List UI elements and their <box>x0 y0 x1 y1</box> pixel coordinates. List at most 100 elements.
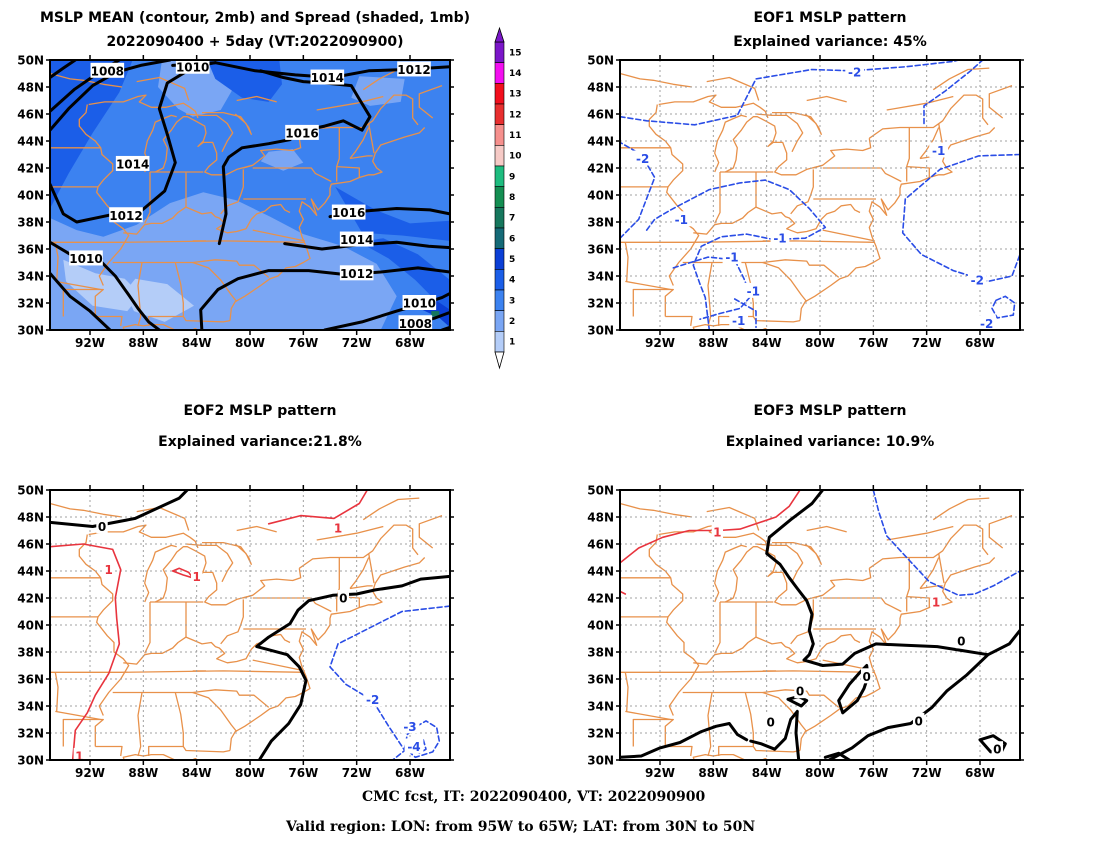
state-boundary-line <box>813 594 823 599</box>
colorbar-label: 14 <box>509 69 522 79</box>
state-boundary-line <box>316 525 384 541</box>
longitude-label: 84W <box>182 766 212 780</box>
contour-label-bg <box>109 207 143 223</box>
state-boundary-line <box>665 315 693 326</box>
latitude-label: 30N <box>587 754 614 768</box>
contour-label: 1012 <box>340 267 373 281</box>
contour-label: 1008 <box>399 317 432 331</box>
mslp-isobar <box>50 60 172 132</box>
contour-label: -1 <box>725 251 738 265</box>
latitude-label: 48N <box>17 511 44 525</box>
contour-label-bg <box>860 668 873 684</box>
longitude-label: 84W <box>752 766 782 780</box>
contour-label: -2 <box>971 274 984 288</box>
latitude-label: 46N <box>17 538 44 552</box>
colorbar-label: 10 <box>509 152 522 162</box>
state-boundary-line <box>50 670 305 673</box>
state-boundary-line <box>95 315 123 326</box>
latitude-label: 50N <box>17 484 44 498</box>
longitude-label: 84W <box>752 336 782 350</box>
contour-label: 0 <box>766 716 774 730</box>
contour-label: 0 <box>339 592 347 606</box>
state-boundary-line <box>665 745 693 757</box>
contour-label-bg <box>332 519 344 535</box>
contour-label: -1 <box>773 232 786 246</box>
colorbar-label: 1 <box>509 338 515 348</box>
eof-contour-line <box>267 490 369 525</box>
latitude-label: 32N <box>587 297 614 311</box>
latitude-label: 34N <box>17 700 44 714</box>
contour-label: 1014 <box>116 157 149 171</box>
latitude-label: 36N <box>587 243 614 257</box>
contour-label-bg <box>977 315 997 330</box>
colorbar-top-arrow <box>494 26 505 43</box>
contour-label: 1 <box>334 521 342 535</box>
state-boundary-line <box>714 114 747 173</box>
colorbar-label: 4 <box>509 276 515 286</box>
state-boundary-line <box>50 502 123 518</box>
state-boundary-line <box>50 323 199 330</box>
state-boundary-line <box>192 261 238 303</box>
longitude-label: 80W <box>805 336 835 350</box>
latitude-label: 30N <box>17 324 44 338</box>
state-boundary-line <box>362 497 420 521</box>
state-boundary-line <box>136 506 190 531</box>
latitude-label: 44N <box>17 565 44 579</box>
state-boundary-line <box>988 84 1013 119</box>
state-boundary-line <box>707 262 713 327</box>
eof-contour-line <box>872 490 1020 597</box>
state-boundary-line <box>707 692 713 757</box>
state-boundary-line <box>112 259 270 278</box>
latitude-label: 36N <box>17 673 44 687</box>
state-boundary-line <box>252 597 332 613</box>
state-boundary-line <box>236 525 277 533</box>
state-boundary-line <box>192 691 238 733</box>
state-boundary-line <box>418 84 443 119</box>
contour-label-bg <box>190 568 203 584</box>
state-boundary-line <box>349 585 373 590</box>
colorbar-swatch <box>494 207 505 229</box>
state-boundary-line <box>625 280 671 291</box>
mslp-isobar <box>199 266 450 330</box>
latitude-label: 46N <box>17 108 44 122</box>
eof1-contour-labels: -2 -2 -1 -1 -1 -1 -1 -1 -2 -2 <box>633 64 997 330</box>
state-boundary-line <box>772 111 822 135</box>
eof-contour-line <box>991 295 1016 319</box>
colorbar-label: 2 <box>509 317 515 327</box>
colorbar-bottom-arrow <box>494 351 505 370</box>
state-boundary-line <box>752 316 801 323</box>
latitude-label: 36N <box>17 243 44 257</box>
eof-contour-line <box>50 543 122 760</box>
state-boundary-line <box>229 127 426 321</box>
state-boundary-line <box>725 116 872 176</box>
eof3-variance-label: Explained variance: 10.9% <box>725 434 935 450</box>
contour-label: 1016 <box>332 206 365 220</box>
state-boundary-line <box>790 169 814 215</box>
contour-label-bg <box>845 64 865 80</box>
contour-label-bg <box>967 272 987 288</box>
latitude-label: 46N <box>587 538 614 552</box>
state-boundary-line <box>368 123 375 154</box>
mslp-isobar <box>50 60 77 79</box>
colorbar-label: 15 <box>509 48 522 58</box>
state-boundary-line <box>88 524 199 549</box>
latitude-label: 32N <box>17 727 44 741</box>
state-boundary-line <box>185 543 234 583</box>
state-boundary-line <box>88 94 199 119</box>
state-boundary-line <box>755 543 804 583</box>
contour-label: 1 <box>932 596 940 610</box>
state-boundary-line <box>620 72 693 88</box>
contour-label: -4 <box>407 740 420 754</box>
state-boundary-line <box>772 541 822 565</box>
contour-label-bg <box>397 61 431 77</box>
latitude-label: 40N <box>17 619 44 633</box>
state-boundary-line <box>336 127 340 182</box>
state-boundary-line <box>418 514 443 549</box>
contour-label-bg <box>102 561 115 577</box>
state-boundary-line <box>185 113 234 153</box>
longitude-label: 76W <box>288 766 318 780</box>
state-boundary-line <box>693 633 861 665</box>
contour-label: -2 <box>636 152 649 166</box>
state-boundary-line <box>148 262 184 326</box>
state-boundary-line <box>822 229 875 242</box>
